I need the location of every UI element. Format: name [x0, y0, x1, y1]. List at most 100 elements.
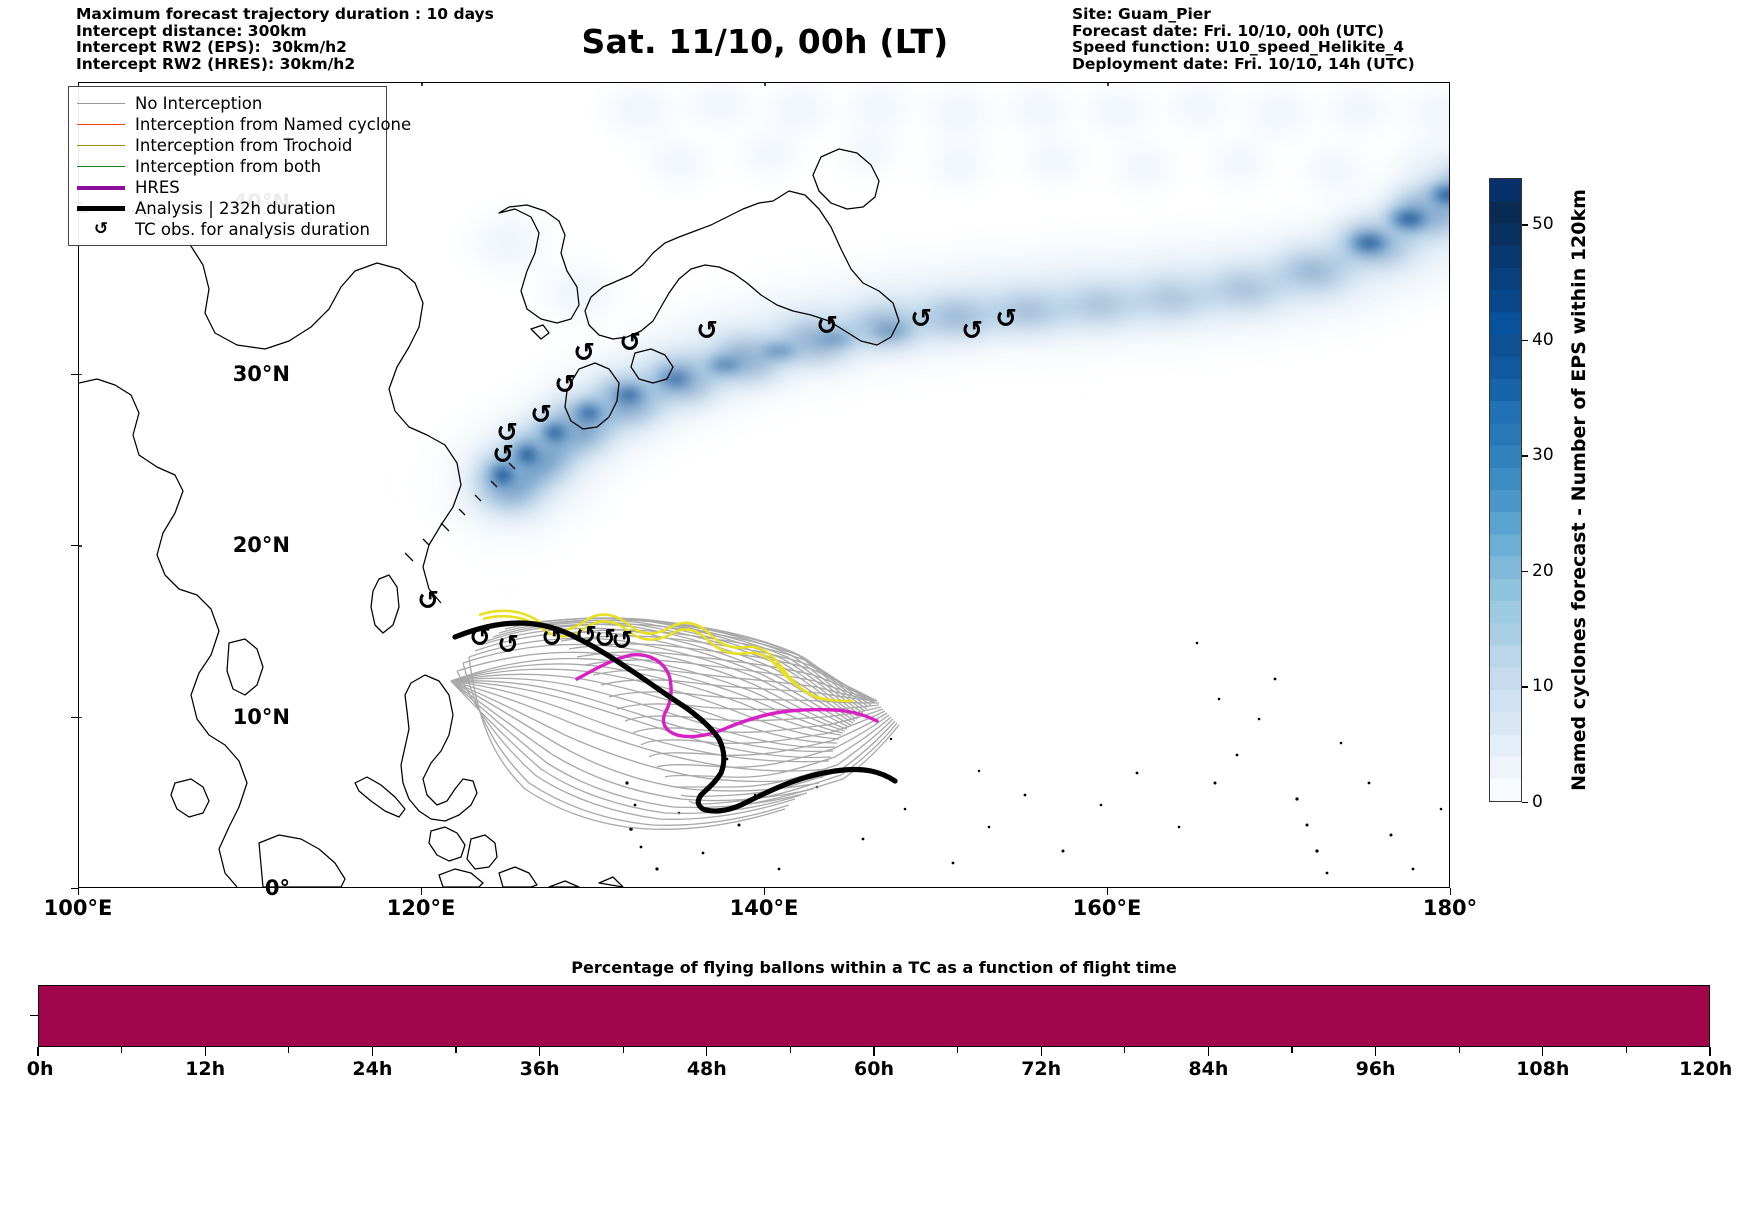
- flight-time-tick-42: [622, 1047, 624, 1053]
- ytick-label-10: 10°N: [232, 704, 290, 729]
- xtick-140: [764, 888, 766, 895]
- legend-item-1[interactable]: Interception from Named cyclone: [77, 114, 411, 135]
- colorbar-title: Named cyclones forecast - Number of EPS …: [1566, 178, 1592, 802]
- legend-item-label: Interception from Named cyclone: [135, 115, 412, 134]
- colorbar-tick-label-20: 20: [1532, 560, 1554, 581]
- percentage-y-tick: [30, 1015, 38, 1017]
- page-title: Sat. 11/10, 00h (LT): [581, 22, 949, 61]
- flight-time-tick-18: [288, 1047, 290, 1053]
- flight-time-tick-90: [1291, 1047, 1293, 1053]
- colorbar-title-text: Named cyclones forecast - Number of EPS …: [1568, 189, 1590, 791]
- header-left-block: Maximum forecast trajectory duration : 1…: [76, 6, 494, 72]
- flight-time-label-120: 120h: [1679, 1058, 1733, 1080]
- svg-text:↺: ↺: [530, 400, 552, 430]
- legend-line-swatch: [77, 206, 125, 211]
- flight-time-tick-66: [956, 1047, 959, 1053]
- ytick-label-20: 20°N: [232, 533, 290, 558]
- tc-cyclone-icon: ↺: [93, 219, 109, 239]
- svg-text:↺: ↺: [496, 418, 518, 448]
- legend-line-swatch: [77, 185, 125, 190]
- flight-time-tick-72: [1040, 1047, 1042, 1056]
- hres-trajectory: [575, 653, 879, 739]
- colorbar-tick-20: [1522, 570, 1528, 573]
- forecast-map[interactable]: ↺ ↺ ↺ ↺ ↺ ↺ ↺ ↺ ↺ ↺ ↺ ↺ ↺ ↺ ↺ ↺ ↺ ↺: [78, 82, 1450, 888]
- colorbar-tick-40: [1522, 339, 1528, 342]
- map-canvas: ↺ ↺ ↺ ↺ ↺ ↺ ↺ ↺ ↺ ↺ ↺ ↺ ↺ ↺ ↺ ↺ ↺ ↺: [79, 83, 1449, 887]
- legend-item-2[interactable]: Interception from Trochoid: [77, 135, 378, 156]
- legend-item-label: HRES: [135, 178, 180, 197]
- flight-time-tick-108: [1542, 1047, 1544, 1056]
- xtick-label-120: 120°E: [386, 896, 456, 920]
- xtick-label-100: 100°E: [43, 896, 113, 920]
- flight-time-label-84: 84h: [1188, 1058, 1229, 1080]
- gridline-lon-140: [764, 83, 766, 887]
- colorbar-tick-label-50: 50: [1532, 214, 1554, 235]
- svg-text:↺: ↺: [575, 621, 597, 651]
- ytick-label-30: 30°N: [232, 361, 290, 386]
- colorbar[interactable]: [1489, 178, 1522, 802]
- colorbar-tick-30: [1522, 455, 1528, 457]
- legend-item-label: No Interception: [135, 94, 263, 113]
- legend-item-6[interactable]: ↺ TC obs. for analysis duration: [77, 219, 378, 240]
- colorbar-tick-10: [1522, 686, 1528, 688]
- svg-text:↺: ↺: [696, 316, 718, 346]
- flight-time-label-48: 48h: [686, 1058, 727, 1080]
- legend-line-swatch: [77, 103, 125, 104]
- flight-time-tick-12: [204, 1047, 206, 1056]
- svg-text:↺: ↺: [554, 370, 576, 400]
- flight-time-label-0: 0h: [26, 1058, 54, 1080]
- gridline-lon-120: [421, 83, 423, 887]
- legend-line-swatch: [77, 166, 125, 167]
- header-right-block: Site: Guam_Pier Forecast date: Fri. 10/10…: [1072, 6, 1415, 72]
- flight-time-tick-48: [706, 1047, 708, 1056]
- flight-time-tick-0: [37, 1047, 39, 1056]
- flight-time-tick-60: [873, 1047, 875, 1056]
- svg-text:↺: ↺: [469, 623, 491, 653]
- flight-time-tick-6: [120, 1047, 123, 1053]
- header-left-line-3: Intercept RW2 (HRES): 30km/h2: [76, 54, 356, 73]
- legend-item-3[interactable]: Interception from both: [77, 156, 378, 177]
- svg-text:↺: ↺: [541, 623, 563, 653]
- header-left-line-0: Maximum forecast trajectory duration : 1…: [76, 5, 494, 23]
- map-clip: ↺ ↺ ↺ ↺ ↺ ↺ ↺ ↺ ↺ ↺ ↺ ↺ ↺ ↺ ↺ ↺ ↺ ↺: [79, 83, 1449, 887]
- colorbar-tick-50: [1522, 224, 1528, 226]
- xtick-120: [421, 888, 423, 895]
- flight-time-label-72: 72h: [1021, 1058, 1062, 1080]
- flight-time-tick-114: [1625, 1047, 1628, 1053]
- ytick-20: [71, 545, 78, 547]
- svg-text:↺: ↺: [594, 624, 616, 654]
- svg-text:↺: ↺: [573, 338, 595, 368]
- tc-observation-markers: ↺ ↺ ↺ ↺ ↺ ↺ ↺ ↺ ↺ ↺ ↺ ↺ ↺ ↺ ↺ ↺ ↺ ↺: [417, 304, 1017, 660]
- svg-text:↺: ↺: [961, 316, 983, 346]
- svg-text:↺: ↺: [492, 440, 514, 470]
- colorbar-tick-label-10: 10: [1532, 676, 1554, 697]
- ytick-0: [71, 888, 78, 890]
- colorbar-gradient: [1489, 178, 1522, 802]
- percentage-bar-fill: [39, 986, 1709, 1046]
- legend-item-label: Analysis | 232h duration: [135, 199, 336, 218]
- map-legend[interactable]: No Interception Interception from Named c…: [68, 86, 411, 246]
- colorbar-tick-0: [1522, 802, 1528, 804]
- flight-time-tick-78: [1124, 1047, 1126, 1053]
- flight-time-tick-36: [538, 1047, 541, 1056]
- legend-line-swatch: [77, 145, 125, 146]
- legend-item-0[interactable]: No Interception: [77, 93, 378, 114]
- colorbar-tick-label-0: 0: [1532, 792, 1543, 812]
- colorbar-tick-label-30: 30: [1532, 445, 1554, 466]
- header-right-line-3: Deployment date: Fri. 10/10, 14h (UTC): [1072, 54, 1415, 73]
- legend-item-4[interactable]: HRES: [77, 177, 378, 198]
- header-left-line-2: Intercept RW2 (EPS): 30km/h2: [76, 38, 347, 57]
- header-left-line-1: Intercept distance: 300km: [76, 21, 307, 40]
- flight-time-tick-30: [455, 1047, 457, 1053]
- ensemble-trajectories: [450, 617, 900, 830]
- legend-item-5[interactable]: Analysis | 232h duration: [77, 198, 378, 219]
- flight-time-tick-84: [1207, 1047, 1210, 1056]
- percentage-bar-chart[interactable]: [38, 985, 1710, 1047]
- legend-line-swatch: [77, 124, 125, 125]
- header-right-line-2: Speed function: U10_speed_Helikite_4: [1072, 38, 1405, 57]
- header-right-line-1: Forecast date: Fri. 10/10, 00h (UTC): [1072, 21, 1385, 40]
- xtick-160: [1107, 888, 1109, 895]
- ytick-30: [71, 373, 78, 375]
- xtick-180: [1450, 888, 1452, 895]
- flight-time-tick-120: [1709, 1047, 1711, 1056]
